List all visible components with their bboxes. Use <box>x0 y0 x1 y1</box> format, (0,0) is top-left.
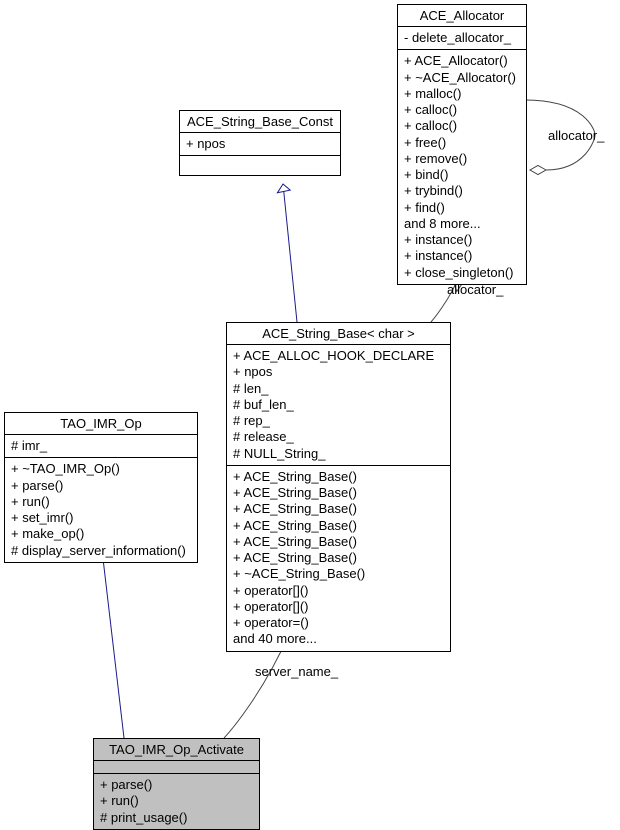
class-attrs: # imr_ <box>5 435 197 458</box>
op-line: + trybind() <box>404 183 520 199</box>
op-line: + ~TAO_IMR_Op() <box>11 461 191 477</box>
op-line: + bind() <box>404 167 520 183</box>
op-line: + ~ACE_String_Base() <box>233 566 444 582</box>
class-ops: + ACE_Allocator()+ ~ACE_Allocator()+ mal… <box>398 50 526 284</box>
class-attrs: + ACE_ALLOC_HOOK_DECLARE+ npos# len_# bu… <box>227 345 450 466</box>
edge-inherit-1 <box>277 184 297 322</box>
attr-line: - delete_allocator_ <box>404 30 520 46</box>
op-line: + find() <box>404 200 520 216</box>
class-title: ACE_String_Base_Const <box>180 111 340 133</box>
attr-line: + npos <box>233 364 444 380</box>
class-title: TAO_IMR_Op <box>5 413 197 435</box>
op-line: and 40 more... <box>233 631 444 647</box>
class-ops: + parse()+ run()# print_usage() <box>94 774 259 829</box>
op-line: + close_singleton() <box>404 265 520 281</box>
op-line: + make_op() <box>11 526 191 542</box>
op-line: + parse() <box>100 777 253 793</box>
class-title: ACE_Allocator <box>398 5 526 27</box>
op-line: + instance() <box>404 232 520 248</box>
edge-label: allocator_ <box>548 128 604 143</box>
class-title: TAO_IMR_Op_Activate <box>94 739 259 761</box>
class-title: ACE_String_Base< char > <box>227 323 450 345</box>
op-line: and 8 more... <box>404 216 520 232</box>
attr-line: # imr_ <box>11 438 191 454</box>
op-line: + run() <box>100 793 253 809</box>
op-line: + ACE_String_Base() <box>233 501 444 517</box>
class-attrs <box>94 761 259 774</box>
op-line: + ACE_String_Base() <box>233 518 444 534</box>
op-line: + run() <box>11 494 191 510</box>
edge-inherit-0 <box>96 550 124 738</box>
class-ace_string_base[interactable]: ACE_String_Base< char >+ ACE_ALLOC_HOOK_… <box>226 322 451 652</box>
class-attrs: - delete_allocator_ <box>398 27 526 50</box>
op-line: # display_server_information() <box>11 543 191 559</box>
op-line: + ACE_Allocator() <box>404 53 520 69</box>
op-line: + parse() <box>11 478 191 494</box>
class-ops: + ACE_String_Base()+ ACE_String_Base()+ … <box>227 466 450 651</box>
class-tao_imr_op_activate[interactable]: TAO_IMR_Op_Activate + parse()+ run()# pri… <box>93 738 260 830</box>
op-line: + operator[]() <box>233 599 444 615</box>
attr-line: # release_ <box>233 429 444 445</box>
op-line: + malloc() <box>404 86 520 102</box>
class-ops <box>180 156 340 168</box>
class-ace_string_base_const[interactable]: ACE_String_Base_Const + npos <box>179 110 341 176</box>
op-line: + calloc() <box>404 118 520 134</box>
attr-line: # len_ <box>233 381 444 397</box>
class-ops: + ~TAO_IMR_Op()+ parse()+ run()+ set_imr… <box>5 458 197 562</box>
class-ace_allocator[interactable]: ACE_Allocator - delete_allocator_ + ACE_Al… <box>397 4 527 285</box>
class-tao_imr_op[interactable]: TAO_IMR_Op # imr_ + ~TAO_IMR_Op()+ parse()… <box>4 412 198 563</box>
attr-line: # rep_ <box>233 413 444 429</box>
edge-label: server_name_ <box>255 664 338 679</box>
attr-line: + npos <box>186 136 334 152</box>
op-line: + operator[]() <box>233 583 444 599</box>
op-line: + operator=() <box>233 615 444 631</box>
op-line: + ACE_String_Base() <box>233 550 444 566</box>
edge-label: allocator_ <box>447 282 503 297</box>
attr-line: + ACE_ALLOC_HOOK_DECLARE <box>233 348 444 364</box>
op-line: + instance() <box>404 248 520 264</box>
attr-line: # buf_len_ <box>233 397 444 413</box>
op-line: + calloc() <box>404 102 520 118</box>
op-line: + ~ACE_Allocator() <box>404 70 520 86</box>
op-line: # print_usage() <box>100 810 253 826</box>
op-line: + ACE_String_Base() <box>233 534 444 550</box>
attr-line: # NULL_String_ <box>233 446 444 462</box>
op-line: + free() <box>404 135 520 151</box>
op-line: + remove() <box>404 151 520 167</box>
class-attrs: + npos <box>180 133 340 156</box>
op-line: + set_imr() <box>11 510 191 526</box>
op-line: + ACE_String_Base() <box>233 469 444 485</box>
op-line: + ACE_String_Base() <box>233 485 444 501</box>
